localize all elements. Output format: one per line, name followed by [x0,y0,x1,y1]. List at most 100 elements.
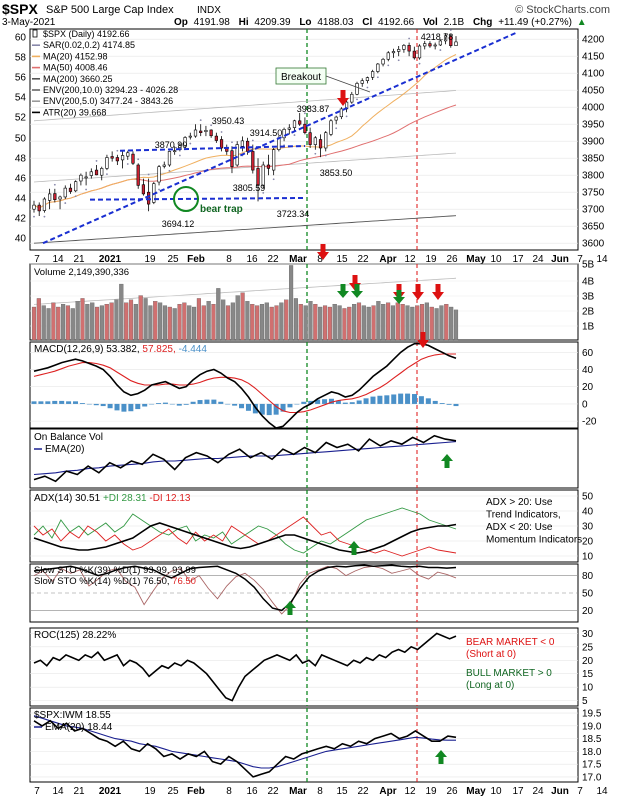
candle-body [136,164,140,186]
macd-histogram-bar [204,399,210,404]
sar-dot [356,98,358,101]
volume-bar [453,309,459,341]
candle-body [329,120,333,135]
sar-dot [335,127,338,130]
macd-signal-legend-value: 57.825, [142,344,178,355]
price-x-axis-tick-label: 17 [512,254,524,265]
price-left-axis-label: 50 [15,134,27,145]
price-panel: 4200415041004050400039503900385038003750… [15,28,608,305]
macd-histogram-bar [322,399,328,404]
candle-body [371,71,375,78]
candle-body [157,166,161,183]
candle-body [298,120,302,125]
ratio-x-axis-tick-label: 16 [246,786,258,797]
candle-body [407,45,411,52]
sar-dot [43,215,46,218]
ma20-line [33,54,457,209]
sto-axis-tick-label: 50 [582,589,594,600]
candle-body [58,196,62,200]
volume-bar [245,301,250,341]
volume-bar [434,308,439,341]
breakout-pointer [325,75,371,93]
candle-body [37,204,41,212]
volume-axis-tick-label: 5B [582,260,595,271]
ratio-x-axis-tick-label: 24 [532,786,544,797]
candle-body [188,135,192,138]
volume-bar [148,305,153,341]
macd-histogram-bar [100,403,106,407]
macd-histogram-bar [211,399,217,404]
adx-legend-main: ADX(14) 30.51 [34,493,103,504]
sar-dot [210,124,213,127]
macd-histogram-bar [446,403,452,405]
macd-histogram-bar [232,403,238,406]
price-legend-item: ENV(200,10.0) 3294.23 - 4026.28 [43,85,178,95]
volume-bar [162,305,168,341]
volume-bar [449,306,454,341]
macd-histogram-bar [328,398,334,404]
volume-bar [41,305,46,341]
red-down-arrow-icon [337,90,349,106]
volume-bar [405,305,410,341]
volume-bar [381,304,386,341]
adx-legend: ADX(14) 30.51 +DI 28.31 -DI 12.13 [34,493,191,504]
price-legend-item: $SPX (Daily) 4192.66 [43,29,130,39]
adx-axis-tick-label: 10 [582,552,594,563]
green-up-arrow-icon [284,601,296,615]
adx-axis-tick-label: 40 [582,507,594,518]
macd-line [33,342,457,429]
volume-bar [235,295,240,341]
roc-panel-frame [29,627,579,707]
volume-bar [284,299,289,341]
price-right-axis-tick-label: 3950 [582,120,605,131]
macd-histogram-bar [183,403,189,405]
macd-histogram-bar [363,398,369,404]
macd-histogram-bar [59,400,65,404]
roc-axis-tick-label: 25 [582,642,594,653]
macd-panel: 60 40 20 0 -20 MACD(12,26,9) 53.382, 57.825, … [29,332,597,429]
ratio-x-axis-tick-label: 14 [596,786,608,797]
sar-dot [408,37,411,40]
ratio-axis-tick-label: 17.5 [582,760,602,771]
price-x-axis-tick-label: Apr [379,254,396,265]
price-x-axis-tick-label: 10 [490,254,502,265]
volume-bar [327,306,332,341]
price-x-axis-tick-label: May [466,254,486,265]
ratio-axis-tick-label: 17.0 [582,772,602,783]
price-x-axis-tick-label: 15 [336,254,348,265]
macd-histogram-bar [128,403,134,412]
candle-body [313,137,317,145]
candle-body [147,191,151,205]
macd-histogram-bar [197,400,203,404]
candle-body [381,58,385,65]
volume-bar [390,305,396,341]
ratio-x-axis-tick-label: 26 [446,786,458,797]
price-right-axis-tick-label: 4200 [582,35,605,46]
price-label: 3950.43 [212,116,245,126]
price-x-axis-tick-label: 26 [446,254,458,265]
volume-bar [293,298,298,341]
volume-bar [352,304,357,341]
macd-legend-value: 53.382, [106,344,142,355]
ratio-panel: 19.519.0 18.5 18.0 17.517.0 $SPX:IWM 18.55EM… [29,707,608,797]
legend-candle-swatch [32,29,38,38]
macd-histogram-bar [301,401,307,404]
rising-trendline [42,31,518,245]
volume-bar [347,306,352,341]
price-left-axis-label: 40 [15,234,27,245]
volume-bar [138,295,143,341]
candle-body [266,164,271,169]
volume-bar [415,305,420,341]
chart-title-name: S&P 500 Large Cap Index [46,4,174,16]
ratio-x-axis-tick-label: 7 [577,786,583,797]
price-x-axis-tick-label: 14 [52,254,64,265]
volume-bar [90,302,95,341]
macd-histogram-bar [418,396,424,404]
ma200-line [33,215,457,244]
candle-body [167,151,172,166]
volume-bar [196,298,201,341]
macd-histogram-bar [384,395,390,404]
volume-bar [65,305,71,341]
macd-histogram-bar [218,401,224,404]
volume-bar [211,304,216,341]
